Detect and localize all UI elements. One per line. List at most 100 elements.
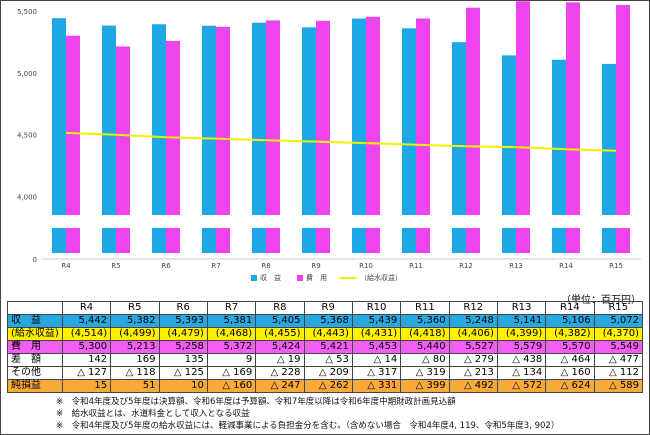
table-cell: △ 399 bbox=[400, 379, 450, 393]
legend-label: 費 用 bbox=[306, 273, 327, 282]
y-tick-label: 0 bbox=[33, 256, 37, 264]
table-cell: 5,372 bbox=[206, 340, 257, 354]
bar-stub-expense bbox=[366, 228, 380, 253]
bar-expense bbox=[216, 26, 230, 215]
bar-expense bbox=[416, 18, 430, 215]
data-table: R4 R5 R6 R7 R8 R9 R10 R11 R12 R13 R14 R15 収 益 5,442 5,… bbox=[7, 301, 644, 393]
bar-expense bbox=[116, 46, 130, 215]
table-row: その他 △ 127 △ 118 △ 125 △ 169 △ 228 △ 209 △ 317 △ … bbox=[7, 366, 644, 380]
table-cell: 5,381 bbox=[206, 314, 257, 328]
table-cell: △ 247 bbox=[255, 379, 305, 393]
bar-stub-revenue bbox=[602, 228, 616, 253]
bar-expense bbox=[616, 4, 630, 215]
table-header-cell: R6 bbox=[158, 301, 208, 315]
y-tick-label: 5,500 bbox=[17, 8, 37, 16]
table-cell: 51 bbox=[110, 379, 160, 393]
bar-stub-expense bbox=[566, 228, 580, 253]
bar-stub-revenue bbox=[452, 228, 466, 253]
bar-stub-expense bbox=[416, 228, 430, 253]
legend-swatch bbox=[297, 275, 303, 281]
table-cell: 5,440 bbox=[400, 340, 450, 354]
bar-expense bbox=[466, 7, 480, 215]
table-cell: 15 bbox=[61, 379, 112, 393]
table-header-cell: R5 bbox=[110, 301, 160, 315]
table-cell: (4,406) bbox=[448, 327, 498, 341]
bar-expense bbox=[316, 20, 330, 215]
table-cell: △ 317 bbox=[351, 366, 402, 380]
bar-stub-revenue bbox=[302, 228, 316, 253]
x-tick-label: R8 bbox=[261, 262, 270, 270]
bar-revenue bbox=[252, 22, 266, 216]
y-tick-label: 4,000 bbox=[17, 193, 37, 201]
bar-revenue bbox=[552, 59, 566, 216]
table-row: 差 額 142 169 135 9 △ 19 △ 53 △ 14 △ 80 △ 279 △ 438 △… bbox=[7, 353, 644, 367]
bar-revenue bbox=[302, 27, 316, 215]
table-cell: △ 160 bbox=[206, 379, 257, 393]
bar-expense bbox=[166, 40, 180, 215]
table-cell: △ 262 bbox=[303, 379, 353, 393]
table-header-cell: R7 bbox=[206, 301, 257, 315]
note-2: ※ 給水収益とは、水道料金として収入となる収益 bbox=[56, 409, 250, 419]
bar-stub-expense bbox=[266, 228, 280, 253]
table-cell: △ 624 bbox=[545, 379, 595, 393]
table-row: (給水収益) (4,514) (4,499) (4,479) (4,468) (4,455… bbox=[7, 327, 644, 341]
x-tick-label: R10 bbox=[359, 262, 373, 270]
table-cell: 5,393 bbox=[158, 314, 208, 328]
bar-revenue bbox=[602, 63, 616, 215]
table-cell: △ 53 bbox=[303, 353, 353, 367]
bar-revenue bbox=[152, 24, 166, 215]
table-cell: 5,442 bbox=[61, 314, 112, 328]
table-row-label: 収 益 bbox=[7, 314, 63, 328]
bar-revenue bbox=[52, 18, 66, 215]
legend-label: （給水収益） bbox=[360, 273, 402, 282]
bar-stub-expense bbox=[316, 228, 330, 253]
table-cell: △ 127 bbox=[61, 366, 112, 380]
table-cell: 169 bbox=[110, 353, 160, 367]
bar-stub-revenue bbox=[202, 228, 216, 253]
table-cell: 135 bbox=[158, 353, 208, 367]
table-cell: △ 209 bbox=[303, 366, 353, 380]
bar-stub-revenue bbox=[152, 228, 166, 253]
bar-expense bbox=[516, 1, 530, 216]
table-header-cell: R11 bbox=[400, 301, 450, 315]
table-header-row: R4 R5 R6 R7 R8 R9 R10 R11 R12 R13 R14 R15 bbox=[7, 301, 644, 315]
note-1: ※ 令和4年度及び5年度は決算額、令和6年度は予算額、令和7年度以降は令和6年度… bbox=[56, 397, 456, 407]
table-row-label: (給水収益) bbox=[7, 327, 63, 341]
bar-revenue bbox=[502, 55, 516, 216]
bar-stub-revenue bbox=[252, 228, 266, 253]
table-cell: △ 125 bbox=[158, 366, 208, 380]
table-cell: 5,527 bbox=[448, 340, 498, 354]
bar-stub-expense bbox=[66, 228, 80, 253]
table-cell: 5,300 bbox=[61, 340, 112, 354]
table-cell: 9 bbox=[206, 353, 257, 367]
bar-stub-revenue bbox=[352, 228, 366, 253]
table-cell: (4,499) bbox=[110, 327, 160, 341]
table-row: 費 用 5,300 5,213 5,258 5,372 5,424 5,421 5,453 5,… bbox=[7, 340, 644, 354]
bar-stub-expense bbox=[116, 228, 130, 253]
legend-swatch bbox=[251, 275, 257, 281]
bar-expense bbox=[66, 35, 80, 216]
table-header-cell: R9 bbox=[303, 301, 353, 315]
x-tick-label: R9 bbox=[311, 262, 320, 270]
table-cell: 5,382 bbox=[110, 314, 160, 328]
bar-expense bbox=[566, 2, 580, 215]
table-header-cell: R12 bbox=[448, 301, 498, 315]
table-cell: △ 14 bbox=[351, 353, 402, 367]
y-tick-label: 5,000 bbox=[17, 70, 37, 78]
bar-stub-revenue bbox=[552, 228, 566, 253]
table-cell: △ 572 bbox=[496, 379, 547, 393]
table-header-cell bbox=[7, 301, 63, 315]
table-cell: (4,399) bbox=[496, 327, 547, 341]
table-row-label: 費 用 bbox=[7, 340, 63, 354]
x-tick-label: R5 bbox=[111, 262, 120, 270]
bar-revenue bbox=[202, 25, 216, 216]
table-row: 純損益 15 51 10 △ 160 △ 247 △ 262 △ 331 △ 399 △ 492 △… bbox=[7, 379, 644, 393]
table-cell: △ 169 bbox=[206, 366, 257, 380]
table-cell: △ 331 bbox=[351, 379, 402, 393]
x-tick-label: R11 bbox=[409, 262, 423, 270]
table-cell: 5,579 bbox=[496, 340, 547, 354]
table-cell: 5,360 bbox=[400, 314, 450, 328]
x-tick-label: R12 bbox=[459, 262, 473, 270]
table-cell: (4,431) bbox=[351, 327, 402, 341]
